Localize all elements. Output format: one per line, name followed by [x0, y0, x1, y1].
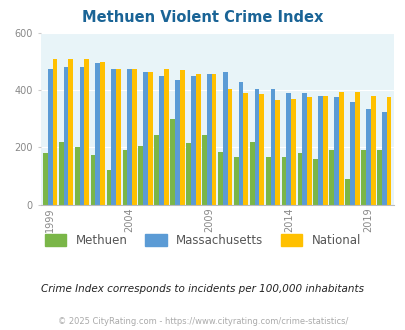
Bar [328, 150, 333, 205]
Bar [381, 112, 386, 205]
Bar [43, 153, 48, 205]
Bar [306, 97, 311, 205]
Bar [297, 153, 302, 205]
Bar [95, 63, 100, 205]
Bar [111, 69, 116, 205]
Bar [365, 109, 370, 205]
Bar [238, 82, 243, 205]
Bar [243, 93, 247, 205]
Bar [281, 157, 286, 205]
Text: © 2025 CityRating.com - https://www.cityrating.com/crime-statistics/: © 2025 CityRating.com - https://www.city… [58, 317, 347, 326]
Bar [79, 67, 84, 205]
Bar [259, 94, 264, 205]
Bar [179, 70, 184, 205]
Bar [122, 150, 127, 205]
Bar [286, 93, 290, 205]
Bar [59, 142, 64, 205]
Bar [275, 100, 279, 205]
Bar [349, 102, 354, 205]
Bar [227, 89, 232, 205]
Bar [202, 135, 207, 205]
Bar [100, 62, 105, 205]
Bar [127, 69, 132, 205]
Bar [249, 142, 254, 205]
Bar [270, 89, 275, 205]
Bar [195, 75, 200, 205]
Bar [154, 135, 159, 205]
Bar [90, 154, 95, 205]
Bar [354, 92, 359, 205]
Bar [64, 67, 68, 205]
Bar [376, 150, 381, 205]
Bar [360, 150, 365, 205]
Bar [322, 96, 327, 205]
Bar [75, 148, 79, 205]
Bar [333, 97, 338, 205]
Bar [217, 152, 222, 205]
Bar [159, 76, 164, 205]
Bar [107, 170, 111, 205]
Bar [222, 72, 227, 205]
Text: Crime Index corresponds to incidents per 100,000 inhabitants: Crime Index corresponds to incidents per… [41, 284, 364, 294]
Bar [84, 59, 89, 205]
Bar [148, 72, 152, 205]
Bar [386, 97, 390, 205]
Bar [313, 159, 318, 205]
Bar [254, 89, 259, 205]
Bar [186, 143, 190, 205]
Bar [175, 80, 179, 205]
Bar [211, 75, 216, 205]
Bar [143, 72, 148, 205]
Bar [190, 76, 195, 205]
Bar [132, 69, 136, 205]
Bar [48, 69, 52, 205]
Bar [265, 157, 270, 205]
Bar [68, 59, 73, 205]
Bar [170, 119, 175, 205]
Bar [138, 146, 143, 205]
Bar [318, 96, 322, 205]
Bar [290, 99, 295, 205]
Bar [344, 179, 349, 205]
Bar [338, 92, 343, 205]
Bar [207, 75, 211, 205]
Bar [302, 93, 306, 205]
Legend: Methuen, Massachusetts, National: Methuen, Massachusetts, National [40, 230, 365, 252]
Bar [370, 96, 375, 205]
Bar [233, 157, 238, 205]
Bar [164, 69, 168, 205]
Text: Methuen Violent Crime Index: Methuen Violent Crime Index [82, 10, 323, 25]
Bar [52, 59, 57, 205]
Bar [116, 69, 121, 205]
